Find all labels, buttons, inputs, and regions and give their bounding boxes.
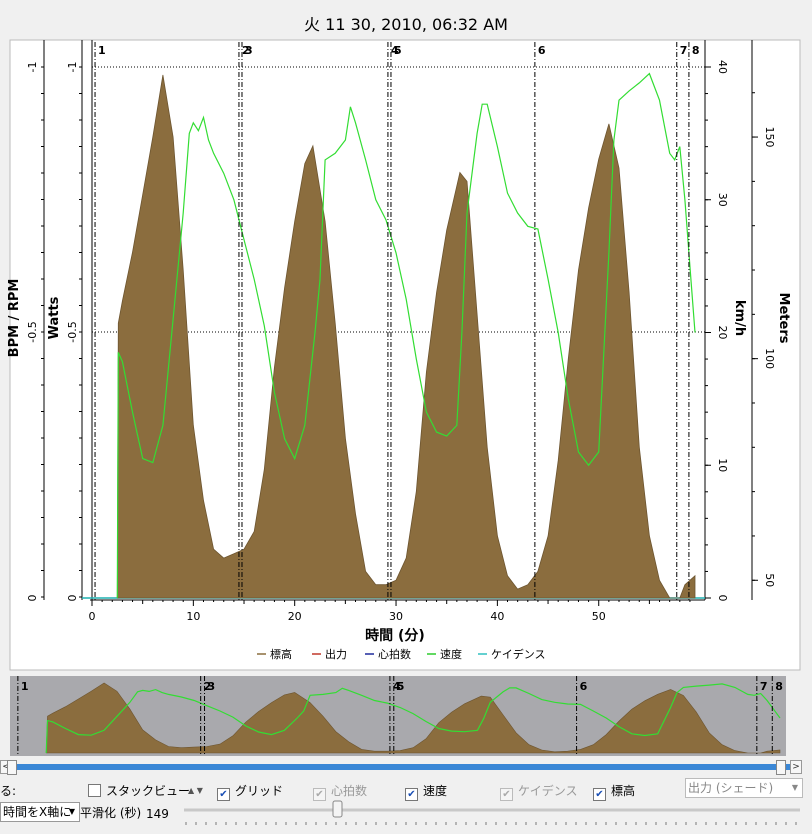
chevron-down-icon[interactable]: ▼ [68, 807, 76, 816]
overview-interval-label: 2 [204, 680, 212, 693]
elevation-area [116, 74, 696, 599]
overview-elevation-area [45, 682, 781, 754]
x-tick-label: 20 [288, 610, 302, 623]
x-axis-select[interactable]: 時間をX軸に ▼ [0, 802, 80, 822]
main-chart: 火 11 30, 2010, 06:32 AM BPM / RPM Watts … [7, 15, 801, 671]
checkmark-icon: ✔ [500, 788, 513, 801]
x-tick-label: 40 [490, 610, 504, 623]
elevation-label: 標高 [611, 784, 636, 798]
kmh-tick-label: 0 [716, 595, 729, 602]
cadence-label: ケイデンス [518, 784, 578, 798]
chevron-down-icon[interactable]: ▼ [791, 783, 799, 792]
watts-tick-mid: -0.5 [66, 321, 79, 342]
legend-item-elevation: 標高 [257, 647, 292, 661]
chart-title: 火 11 30, 2010, 06:32 AM [304, 15, 508, 34]
grid-checkbox[interactable]: ✔ グリッド [217, 782, 284, 801]
bpm-tick-top: -1 [26, 62, 39, 73]
overview-interval-label: 3 [208, 680, 216, 693]
legend-item-heart-rate: 心拍数 [365, 647, 411, 661]
heart-rate-checkbox: ✔ 心拍数 [313, 782, 368, 801]
axis-label-meters: Meters [776, 293, 791, 344]
checkmark-icon[interactable]: ✔ [405, 788, 418, 801]
legend: 標高 出力 心拍数 速度 ケイデンス [257, 647, 546, 661]
checkmark-icon[interactable]: ✔ [593, 788, 606, 801]
range-end-handle[interactable] [776, 760, 786, 775]
overview-interval-label: 8 [775, 680, 783, 693]
speed-label: 速度 [423, 784, 448, 798]
chart-controls: る: スタックビュー ▲ ▼ ✔ グリッド ✔ 心拍数 ✔ 速度 ✔ ケイデンス ✔ 標高… [0, 776, 812, 834]
overview-interval-label: 1 [21, 680, 29, 693]
stack-view-label: スタックビュー [106, 784, 191, 798]
scroll-track[interactable] [14, 764, 798, 770]
grid-label: グリッド [235, 784, 284, 798]
scroll-right-button[interactable]: > [790, 760, 802, 774]
range-start-handle[interactable] [7, 760, 17, 775]
interval-marker-label: 5 [394, 44, 402, 57]
interval-marker-label: 7 [680, 44, 688, 57]
smoothing-slider[interactable] [184, 800, 804, 830]
interval-marker-label: 6 [538, 44, 546, 57]
overview-interval-label: 6 [580, 680, 588, 693]
bpm-tick-mid: -0.5 [26, 321, 39, 342]
interval-marker-label: 4 [391, 44, 399, 57]
axis-label-watts: Watts [47, 296, 62, 339]
interval-marker-label: 1 [98, 44, 106, 57]
overview-interval-label: 4 [393, 680, 401, 693]
x-axis-label: 時間 (分) [365, 627, 425, 644]
meters-tick-label: 150 [763, 127, 776, 148]
legend-item-cadence: ケイデンス [478, 647, 546, 661]
show-label: る: [0, 784, 17, 798]
time-range-scrollbar[interactable]: < > [0, 760, 812, 775]
elevation-checkbox[interactable]: ✔ 標高 [593, 782, 636, 801]
watts-tick-zero: 0 [66, 595, 79, 602]
meters-tick-label: 50 [763, 573, 776, 587]
watts-tick-top: -1 [66, 62, 79, 73]
legend-label-cadence: ケイデンス [491, 647, 546, 661]
checkbox-box[interactable] [88, 784, 101, 797]
legend-label-elevation: 標高 [270, 647, 292, 661]
x-tick-label: 30 [389, 610, 403, 623]
legend-label-heart-rate: 心拍数 [378, 647, 411, 661]
left-axis-ticks [41, 66, 82, 598]
interval-marker-label: 2 [242, 44, 250, 57]
overview-interval-label: 7 [760, 680, 768, 693]
smoothing-label: 平滑化 (秒) [80, 806, 142, 820]
x-axis-value: 時間をX軸に [3, 805, 72, 819]
heart-rate-label: 心拍数 [331, 784, 368, 798]
cadence-checkbox: ✔ ケイデンス [500, 782, 578, 801]
shade-series-value: 出力 (シェード) [688, 781, 774, 795]
speed-line [116, 72, 696, 599]
meters-tick-label: 100 [763, 348, 776, 369]
checkmark-icon: ✔ [313, 788, 326, 801]
sort-arrows[interactable]: ▲ ▼ [188, 786, 203, 795]
overview-interval-label: 5 [397, 680, 405, 693]
smoothing-slider-thumb[interactable] [332, 800, 343, 818]
overview-speed-line [45, 683, 781, 754]
legend-label-speed: 速度 [440, 647, 462, 661]
kmh-tick-label: 30 [716, 193, 729, 207]
x-tick-label: 10 [186, 610, 200, 623]
legend-item-speed: 速度 [427, 647, 462, 661]
kmh-tick-label: 10 [716, 458, 729, 472]
checkmark-icon[interactable]: ✔ [217, 788, 230, 801]
overview-chart[interactable]: 1 23 45 6 7 8 [0, 676, 812, 756]
interval-marker-label: 8 [692, 44, 700, 57]
kmh-tick-label: 40 [716, 60, 729, 74]
speed-checkbox[interactable]: ✔ 速度 [405, 782, 448, 801]
ride-plot-panel: 火 11 30, 2010, 06:32 AM BPM / RPM Watts … [7, 15, 801, 671]
legend-item-power: 出力 [312, 647, 347, 661]
bpm-tick-zero: 0 [26, 595, 39, 602]
legend-label-power: 出力 [325, 647, 347, 661]
x-tick-label: 50 [592, 610, 606, 623]
smoothing-input[interactable] [144, 804, 184, 824]
stack-view-checkbox[interactable]: スタックビュー [88, 782, 190, 800]
interval-marker-label: 3 [245, 44, 253, 57]
shade-series-select[interactable]: 出力 (シェード) ▼ [685, 778, 803, 798]
x-tick-label: 0 [89, 610, 96, 623]
axis-label-kmh: km/h [732, 300, 747, 336]
kmh-tick-label: 20 [716, 326, 729, 340]
axis-label-bpm-rpm: BPM / RPM [7, 279, 22, 358]
